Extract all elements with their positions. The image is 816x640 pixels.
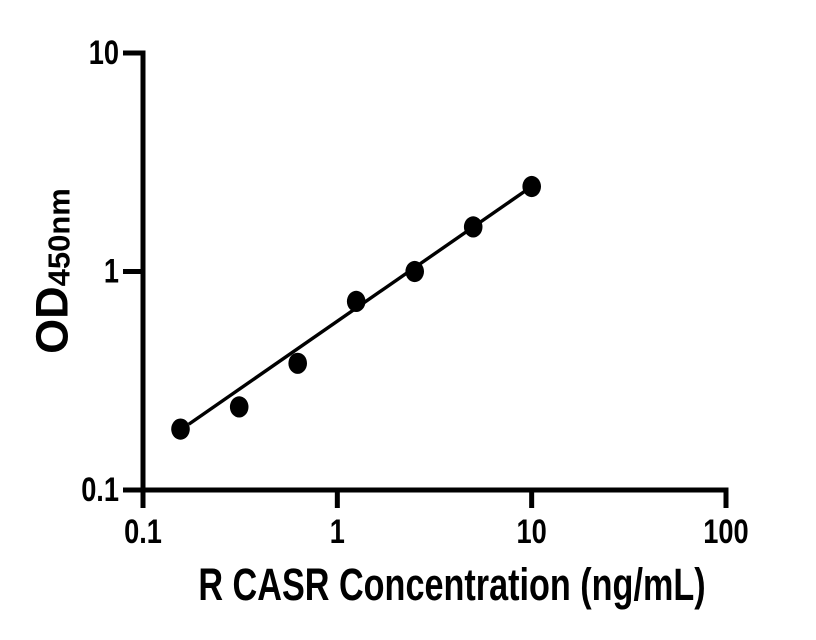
y-axis-title: OD450nm	[26, 188, 78, 354]
data-point	[405, 260, 425, 283]
data-point	[346, 290, 366, 312]
y-tick-label: 1	[104, 253, 119, 291]
y-axis-title-subscript: 450nm	[41, 188, 77, 287]
data-point	[522, 175, 541, 198]
x-tick-label: 10	[517, 513, 547, 551]
data-point	[171, 418, 190, 440]
y-axis-title-main: OD	[26, 286, 78, 354]
y-tick-label: 0.1	[81, 471, 119, 509]
data-point	[463, 216, 483, 238]
y-tick-label: 10	[89, 34, 119, 72]
x-tick-label: 0.1	[124, 513, 162, 551]
data-point	[288, 352, 308, 374]
x-axis-title: R CASR Concentration (ng/mL)	[118, 562, 785, 607]
data-point	[229, 396, 249, 418]
x-tick-label: 100	[703, 513, 748, 551]
x-axis-title-text: R CASR Concentration (ng/mL)	[198, 559, 706, 610]
x-tick-label: 1	[330, 513, 345, 551]
